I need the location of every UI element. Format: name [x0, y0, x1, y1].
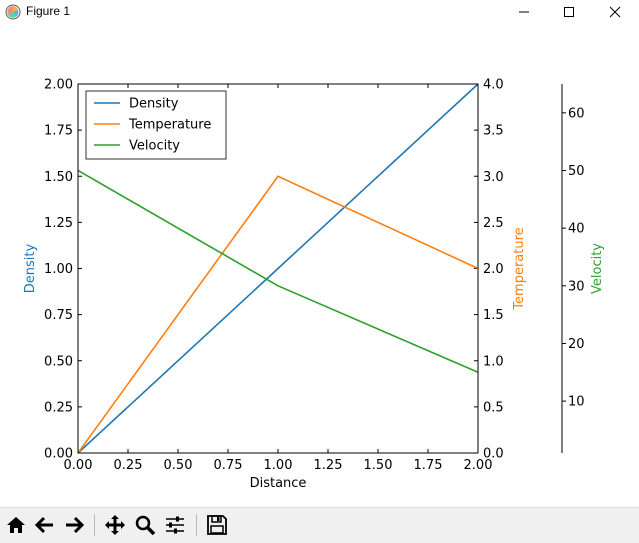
back-button[interactable] [32, 512, 58, 538]
toolbar-separator [196, 514, 197, 536]
matplotlib-icon [5, 4, 21, 20]
y-tick-label-density: 0.50 [44, 354, 73, 369]
y-tick-label-temperature: 3.0 [483, 170, 504, 185]
y-tick-label-temperature: 3.5 [483, 124, 504, 139]
toolbar-separator [94, 514, 95, 536]
x-tick-label: 0.50 [164, 458, 193, 473]
y-tick-label-temperature: 1.5 [483, 308, 504, 323]
figure-canvas[interactable]: 0.00 0.25 0.50 0.75 1.00 1.25 1.50 1.75 2.00 Dist… [0, 24, 639, 507]
y-tick-label-temperature: 1.0 [483, 354, 504, 369]
zoom-button[interactable] [132, 512, 158, 538]
home-button[interactable] [3, 512, 29, 538]
zoom-icon [135, 515, 156, 536]
minimize-button[interactable] [501, 0, 547, 24]
chart: 0.00 0.25 0.50 0.75 1.00 1.25 1.50 1.75 2.00 Dist… [23, 78, 605, 492]
y-tick-label-temperature: 4.0 [483, 78, 504, 93]
x-tick-label: 2.00 [464, 458, 493, 473]
y-tick-label-density: 2.00 [44, 78, 73, 93]
x-tick-label: 1.00 [264, 458, 293, 473]
plot-frame [77, 83, 479, 454]
y-tick-label-velocity: 60 [568, 106, 585, 121]
x-tick-label: 1.50 [364, 458, 393, 473]
y-tick-label-density: 1.50 [44, 170, 73, 185]
home-icon [7, 517, 25, 533]
x-tick-label: 0.25 [114, 458, 143, 473]
title-bar: Figure 1 [0, 0, 639, 24]
maximize-button[interactable] [546, 0, 592, 24]
close-icon [609, 6, 621, 18]
y-tick-label-temperature: 0.5 [483, 400, 504, 415]
series-line-velocity [77, 169, 479, 374]
minimize-icon [519, 11, 529, 13]
legend-label-density: Density [129, 97, 179, 112]
series-line-density [77, 83, 479, 454]
x-tick-label: 1.25 [314, 458, 343, 473]
window-title: Figure 1 [26, 4, 71, 18]
y-tick-label-velocity: 20 [568, 337, 585, 352]
x-axis-label: Distance [250, 476, 307, 491]
pan-button[interactable] [102, 512, 128, 538]
y-tick-label-temperature: 2.0 [483, 262, 504, 277]
y-tick-label-density: 1.00 [44, 262, 73, 277]
y-tick-label-density: 0.25 [44, 400, 73, 415]
x-tick-label: 0.75 [214, 458, 243, 473]
y-axis-label-density: Density [23, 243, 38, 293]
y-tick-label-temperature: 2.5 [483, 216, 504, 231]
y-axis-label-velocity: Velocity [590, 243, 605, 294]
forward-icon [66, 516, 85, 534]
close-button[interactable] [592, 0, 638, 24]
legend-label-velocity: Velocity [129, 139, 180, 154]
x-tick-label: 1.75 [414, 458, 443, 473]
save-button[interactable] [204, 512, 230, 538]
y-tick-label-velocity: 30 [568, 279, 585, 294]
y-tick-label-density: 1.75 [44, 124, 73, 139]
subplots-button[interactable] [162, 512, 188, 538]
maximize-icon [564, 7, 574, 17]
forward-button[interactable] [61, 512, 87, 538]
y-axis-label-temperature: Temperature [512, 227, 527, 310]
navigation-toolbar [0, 507, 639, 543]
y-tick-label-velocity: 50 [568, 164, 585, 179]
legend-label-temperature: Temperature [128, 118, 211, 133]
y-tick-label-density: 0.00 [44, 447, 73, 462]
y-tick-label-velocity: 40 [568, 222, 585, 237]
y-tick-label-density: 0.75 [44, 308, 73, 323]
y-tick-label-velocity: 10 [568, 395, 585, 410]
save-icon [207, 515, 227, 535]
series-line-temperature [77, 175, 479, 454]
y-tick-label-density: 1.25 [44, 216, 73, 231]
subplots-icon [166, 516, 184, 534]
y-tick-label-temperature: 0.0 [483, 447, 504, 462]
x-tick-label: 0.00 [64, 458, 93, 473]
pan-icon [105, 515, 125, 535]
back-icon [34, 516, 53, 534]
